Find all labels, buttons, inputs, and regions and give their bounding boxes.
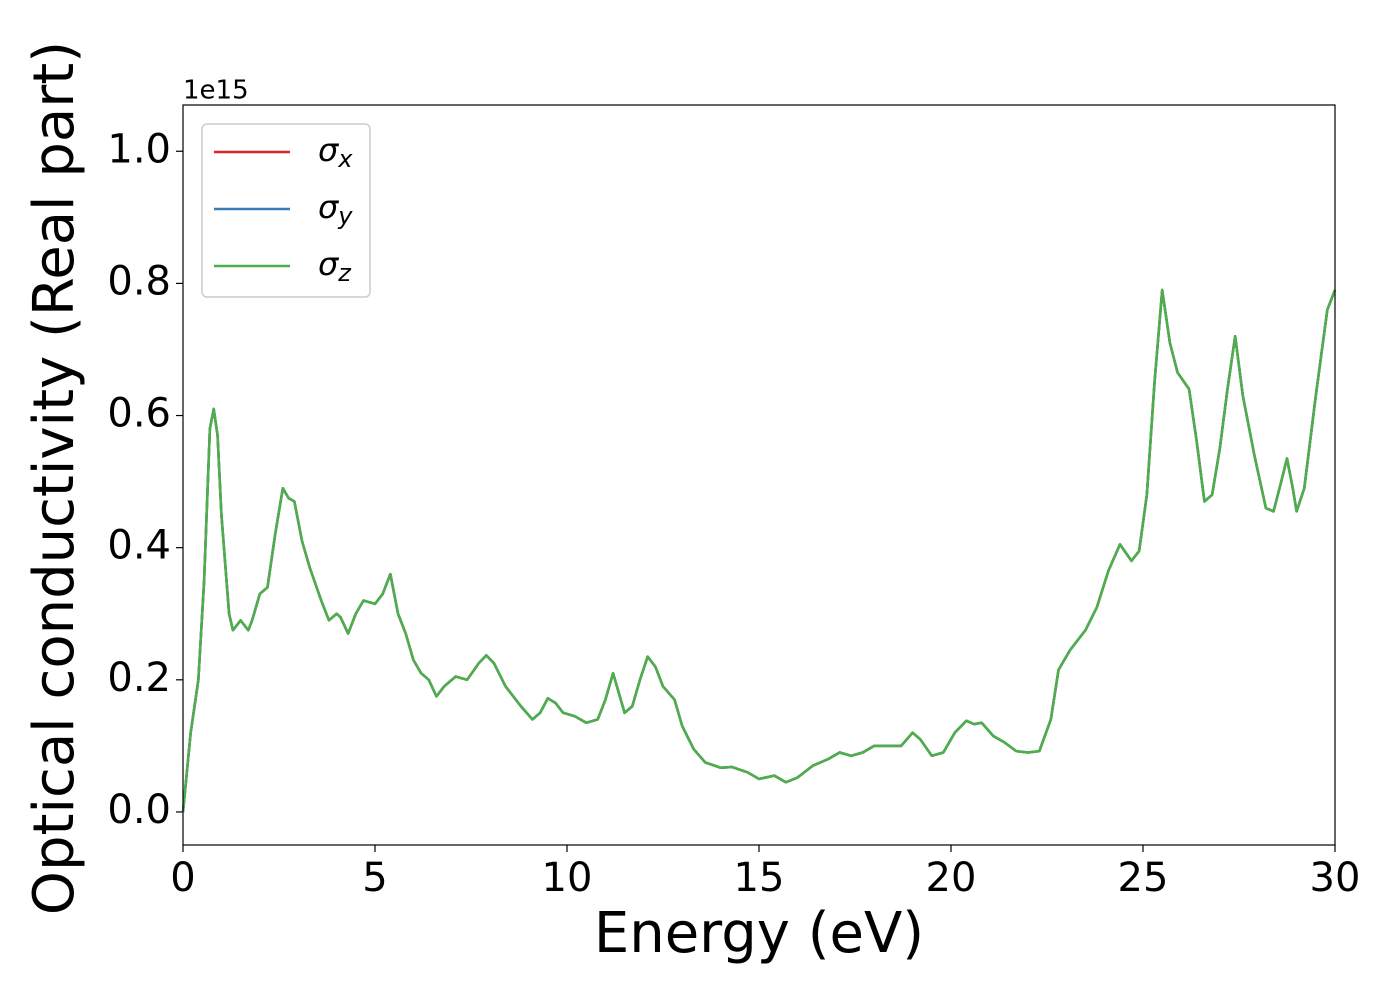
x-tick-label: 10 [542,855,593,901]
y-tick-label: 0.6 [107,391,171,437]
y-tick-label: 0.0 [107,787,171,833]
x-axis-label: Energy (eV) [594,901,924,966]
legend-label: σx [318,131,353,173]
x-tick-label: 5 [362,855,387,901]
x-tick-label: 15 [734,855,785,901]
y-tick-label: 0.8 [107,258,171,304]
legend-box [201,123,371,298]
x-tick-label: 30 [1310,855,1361,901]
legend-label: σy [318,188,353,230]
plot-frame [182,104,1336,846]
y-tick-label: 1.0 [107,126,171,172]
y-tick-label: 0.4 [107,523,171,569]
y-tick-label: 0.2 [107,655,171,701]
series-line [181,288,1337,813]
series-line [181,288,1337,813]
x-tick-label: 20 [926,855,977,901]
y-offset-label: 1e15 [183,76,249,106]
legend-label: σz [318,245,352,287]
y-axis-label: Optical conductivity (Real part) [22,41,87,915]
x-tick-label: 25 [1118,855,1169,901]
x-tick-label: 0 [170,855,195,901]
series-line [181,288,1337,813]
